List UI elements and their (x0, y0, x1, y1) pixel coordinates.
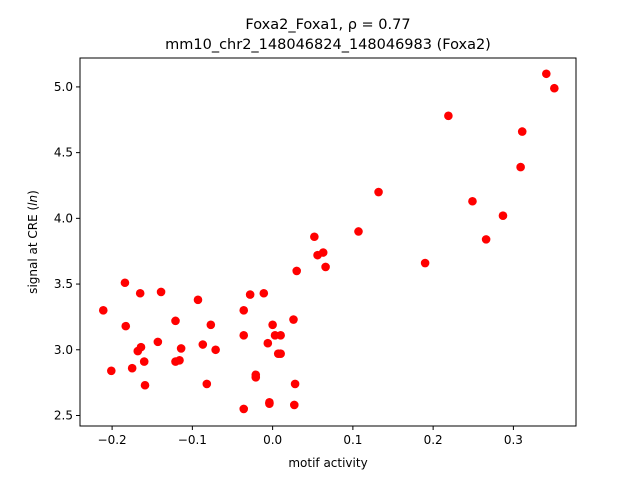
data-point (481, 235, 491, 244)
data-point (420, 258, 430, 268)
data-point (198, 340, 208, 349)
data-point (318, 248, 328, 257)
chart-title-line1: Foxa2_Foxa1, ρ = 0.77 (245, 17, 410, 33)
data-point (550, 83, 559, 93)
x-tick-label: 0.3 (504, 433, 523, 447)
data-point (171, 316, 180, 326)
data-points (98, 69, 559, 414)
data-point (444, 111, 453, 121)
x-tick-label: 0.2 (424, 433, 443, 447)
data-point (259, 288, 269, 298)
x-axis-label: motif activity (288, 456, 367, 470)
data-point (516, 162, 525, 172)
data-point (139, 357, 149, 366)
data-point (127, 363, 137, 373)
data-point (239, 331, 249, 340)
y-tick-label: 3.5 (54, 277, 73, 291)
y-axis-label-prefix: signal at CRE ( (26, 206, 40, 294)
data-point (292, 266, 301, 276)
data-point (153, 337, 163, 347)
y-tick-label: 4.0 (54, 211, 73, 225)
y-tick-label: 4.5 (54, 146, 73, 160)
y-axis-label-suffix: ) (26, 190, 40, 195)
data-point (136, 342, 146, 352)
data-point (245, 290, 255, 299)
data-point (175, 355, 184, 365)
data-point (206, 320, 216, 330)
data-point (239, 404, 249, 414)
data-point (354, 227, 363, 236)
y-axis-label: signal at CRE (ln) (26, 190, 40, 294)
data-point (276, 349, 285, 359)
data-point (120, 278, 130, 288)
y-tick-label: 3.0 (54, 343, 73, 357)
data-point (290, 379, 300, 389)
data-point (211, 345, 220, 355)
data-point (156, 287, 166, 297)
y-axis-label-ln: ln (26, 195, 40, 206)
data-point (135, 288, 145, 298)
data-point (265, 399, 274, 408)
plot-area-frame (79, 57, 577, 427)
y-tick-label: 5.0 (54, 80, 73, 94)
data-point (140, 380, 150, 390)
data-point (239, 306, 249, 315)
x-tick-label: 0.1 (343, 433, 362, 447)
axis-ticks: −0.2 −0.1 0.0 0.1 0.2 0.3 2.5 3.0 3.5 4.0 4.5 5.0 (54, 80, 523, 447)
data-point (374, 187, 383, 197)
x-tick-label: −0.2 (98, 433, 127, 447)
data-point (268, 320, 277, 330)
data-point (251, 373, 261, 382)
data-point (321, 262, 330, 272)
chart-title-line2: mm10_chr2_148046824_148046983 (Foxa2) (165, 37, 491, 53)
data-point (498, 211, 508, 221)
data-point (263, 338, 273, 348)
data-point (468, 196, 477, 206)
data-point (121, 321, 131, 331)
data-point (107, 366, 116, 376)
data-point (289, 315, 298, 324)
y-tick-label: 2.5 (54, 408, 73, 422)
data-point (176, 344, 186, 353)
data-point (193, 295, 203, 305)
data-point (202, 379, 212, 389)
x-tick-label: 0.0 (263, 433, 282, 447)
data-point (289, 400, 299, 410)
data-point (517, 127, 527, 136)
data-point (310, 232, 319, 242)
x-tick-label: −0.1 (178, 433, 207, 447)
data-point (276, 331, 285, 340)
data-point (98, 306, 108, 315)
data-point (542, 69, 551, 79)
